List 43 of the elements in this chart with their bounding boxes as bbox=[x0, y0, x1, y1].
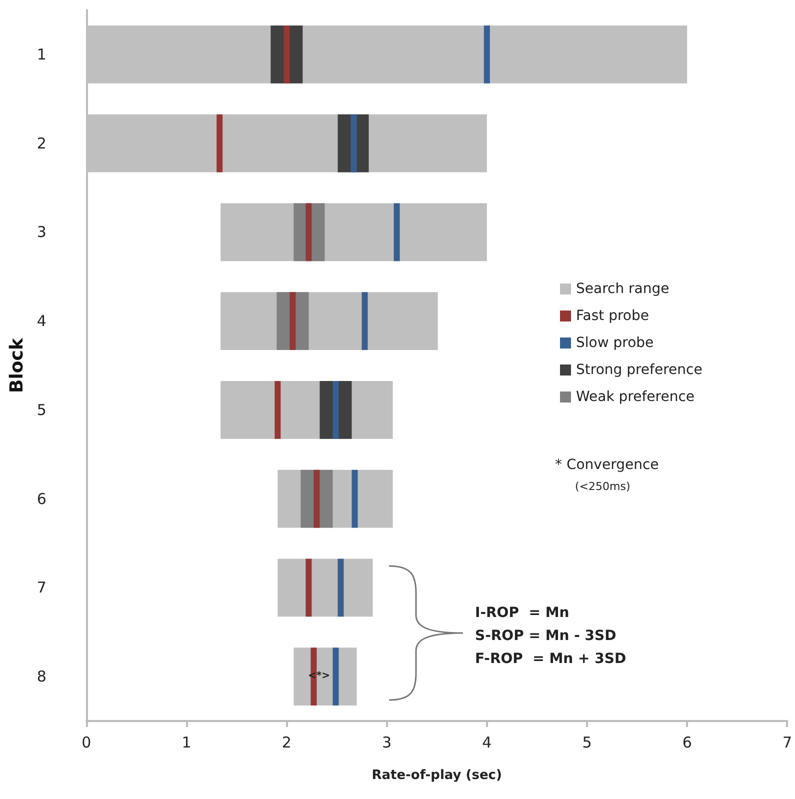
y-tick-label: 2 bbox=[36, 134, 46, 152]
x-tick-label: 3 bbox=[382, 734, 392, 752]
x-tick-label: 1 bbox=[182, 734, 192, 752]
annotation: (<250ms) bbox=[575, 480, 630, 493]
bar bbox=[352, 470, 358, 528]
annotation: S-ROP = Mn - 3SD bbox=[475, 628, 616, 644]
bar bbox=[314, 470, 320, 528]
annotation: I-ROP = Mn bbox=[475, 605, 570, 621]
bar bbox=[332, 648, 339, 706]
annotation: F-ROP = Mn + 3SD bbox=[475, 651, 626, 667]
y-tick-label: 7 bbox=[36, 578, 46, 597]
legend-label: Search range bbox=[576, 281, 670, 297]
y-tick-label: 4 bbox=[36, 312, 46, 330]
y-tick-label: 1 bbox=[36, 45, 46, 64]
x-tick-label: 7 bbox=[782, 734, 792, 752]
bar bbox=[306, 558, 312, 617]
y-axis-title: Block bbox=[6, 337, 28, 393]
bar bbox=[394, 203, 400, 262]
legend-label: Weak preference bbox=[576, 389, 695, 405]
bar bbox=[350, 114, 357, 172]
x-tick-label: 5 bbox=[582, 734, 592, 752]
bar bbox=[306, 203, 312, 262]
bar bbox=[332, 381, 339, 439]
bar bbox=[338, 558, 344, 617]
bar bbox=[290, 292, 296, 350]
y-tick-label: 8 bbox=[36, 668, 46, 686]
annotation: * Convergence bbox=[555, 457, 659, 473]
y-tick-label: 3 bbox=[36, 223, 46, 242]
x-tick-label: 4 bbox=[482, 734, 492, 752]
x-tick-label: 2 bbox=[282, 734, 292, 752]
x-axis-title: Rate-of-play (sec) bbox=[372, 768, 502, 783]
y-tick-label: 5 bbox=[36, 400, 46, 419]
y-tick-label: 6 bbox=[36, 490, 46, 508]
legend-label: Strong preference bbox=[576, 362, 702, 378]
bar bbox=[284, 26, 290, 84]
bar bbox=[216, 114, 223, 172]
bar bbox=[484, 26, 490, 84]
x-tick-label: 6 bbox=[682, 734, 692, 752]
legend-label: Fast probe bbox=[576, 308, 649, 324]
bar bbox=[274, 381, 281, 439]
legend-label: Slow probe bbox=[576, 335, 654, 351]
x-tick-label: 0 bbox=[82, 734, 92, 752]
bar bbox=[362, 292, 368, 350]
